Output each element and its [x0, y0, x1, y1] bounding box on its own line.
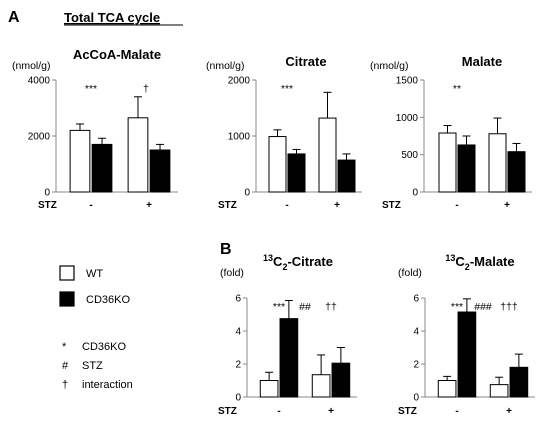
stz-minus-label: -: [89, 200, 92, 211]
chart-title: AcCoA-Malate: [73, 47, 161, 62]
stz-plus-label: +: [504, 200, 510, 211]
panel-a-title: Total TCA cycle: [64, 10, 160, 25]
legend-ko-swatch: [59, 291, 75, 307]
stz-minus-label: -: [277, 406, 280, 417]
chart-accoa-malate: AcCoA-Malate (nmol/g) 0 2000 4000 *** † STZ - +: [12, 47, 178, 211]
y-tick-label: 0: [44, 188, 50, 199]
bar-wt: [488, 133, 507, 193]
y-tick-label: 6: [235, 294, 241, 305]
significance-marker: ††: [325, 301, 337, 313]
y-tick-label: 0: [412, 188, 418, 199]
y-tick-label: 2: [235, 360, 241, 371]
stz-row-label: STZ: [382, 200, 401, 211]
legend-ko-symbol: *: [62, 341, 67, 353]
significance-marker: †††: [500, 301, 518, 313]
stz-minus-label: -: [455, 406, 458, 417]
legend-wt-swatch: [59, 265, 75, 281]
significance-marker: **: [453, 83, 461, 95]
bar-wt: [489, 384, 509, 398]
bar-cd36ko: [91, 143, 113, 193]
chart-title: 13C2-Citrate: [263, 253, 333, 272]
bar-cd36ko: [507, 151, 526, 193]
legend-stz-symbol-label: STZ: [82, 360, 103, 372]
chart-title: 13C2-Malate: [445, 253, 514, 272]
panel-a-letter: A: [8, 9, 20, 26]
y-axis-unit: (fold): [398, 267, 422, 279]
y-tick-label: 1000: [228, 132, 251, 143]
significance-marker: ###: [474, 301, 492, 313]
chart-title: Malate: [462, 54, 502, 69]
y-axis-unit: (nmol/g): [12, 60, 51, 72]
y-tick-label: 2000: [228, 76, 251, 87]
significance-marker: ***: [85, 83, 97, 95]
y-tick-label: 1500: [396, 76, 419, 87]
bar-cd36ko: [149, 149, 171, 193]
y-axis-unit: (nmol/g): [370, 60, 409, 72]
legend-ko-label: CD36KO: [86, 294, 130, 306]
legend-ko-symbol-label: CD36KO: [82, 341, 126, 353]
bar-cd36ko: [509, 366, 529, 398]
stz-minus-label: -: [285, 200, 288, 211]
y-tick-label: 0: [413, 393, 419, 404]
y-tick-label: 4000: [28, 76, 51, 87]
stz-row-label: STZ: [398, 406, 417, 417]
bar-wt: [437, 380, 457, 398]
chart-citrate: Citrate (nmol/g) 0 1000 2000 *** STZ - +: [206, 54, 362, 211]
bar-wt: [127, 117, 149, 193]
bar-cd36ko: [287, 153, 306, 193]
y-tick-label: 0: [235, 393, 241, 404]
stz-plus-label: +: [334, 200, 340, 211]
bar-cd36ko: [331, 362, 351, 398]
chart-13c2-citrate: 13C2-Citrate (fold) 0 2 4 6 *** ## †† STZ - +: [218, 253, 357, 417]
bar-cd36ko: [337, 159, 356, 193]
y-tick-label: 500: [401, 150, 418, 161]
y-axis-unit: (fold): [220, 267, 244, 279]
bar-wt: [318, 117, 337, 193]
y-tick-label: 4: [413, 327, 419, 338]
significance-marker: †: [143, 83, 149, 95]
y-axis-unit: (nmol/g): [206, 60, 245, 72]
bar-wt: [268, 136, 287, 193]
stz-row-label: STZ: [38, 200, 57, 211]
significance-marker: ##: [299, 301, 311, 313]
bar-wt: [438, 132, 457, 193]
significance-marker: ***: [273, 301, 285, 313]
stz-plus-label: +: [146, 200, 152, 211]
bar-wt: [259, 380, 279, 398]
y-tick-label: 4: [235, 327, 241, 338]
significance-marker: ***: [281, 83, 293, 95]
y-tick-label: 2: [413, 360, 419, 371]
bar-cd36ko: [279, 318, 299, 398]
stz-row-label: STZ: [218, 406, 237, 417]
legend-interaction-symbol-label: interaction: [82, 379, 133, 391]
stz-plus-label: +: [506, 406, 512, 417]
legend-interaction-symbol: †: [62, 379, 68, 391]
stz-row-label: STZ: [218, 200, 237, 211]
stz-minus-label: -: [455, 200, 458, 211]
stz-plus-label: +: [328, 406, 334, 417]
chart-title: Citrate: [285, 54, 326, 69]
chart-13c2-malate: 13C2-Malate (fold) 0 2 4 6 *** ### ††† STZ - +: [398, 253, 535, 417]
bar-wt: [311, 374, 331, 398]
legend-stz-symbol: #: [62, 360, 69, 372]
y-tick-label: 1000: [396, 113, 419, 124]
panel-b-letter: B: [220, 241, 232, 258]
y-tick-label: 0: [244, 188, 250, 199]
legend-wt-label: WT: [86, 268, 103, 280]
bar-cd36ko: [457, 144, 476, 193]
y-tick-label: 6: [413, 294, 419, 305]
bar-wt: [69, 129, 91, 193]
y-tick-label: 2000: [28, 132, 51, 143]
chart-malate: Malate (nmol/g) 0 500 1000 1500 ** STZ - +: [370, 54, 532, 211]
bar-cd36ko: [457, 311, 477, 398]
significance-marker: ***: [451, 301, 463, 313]
